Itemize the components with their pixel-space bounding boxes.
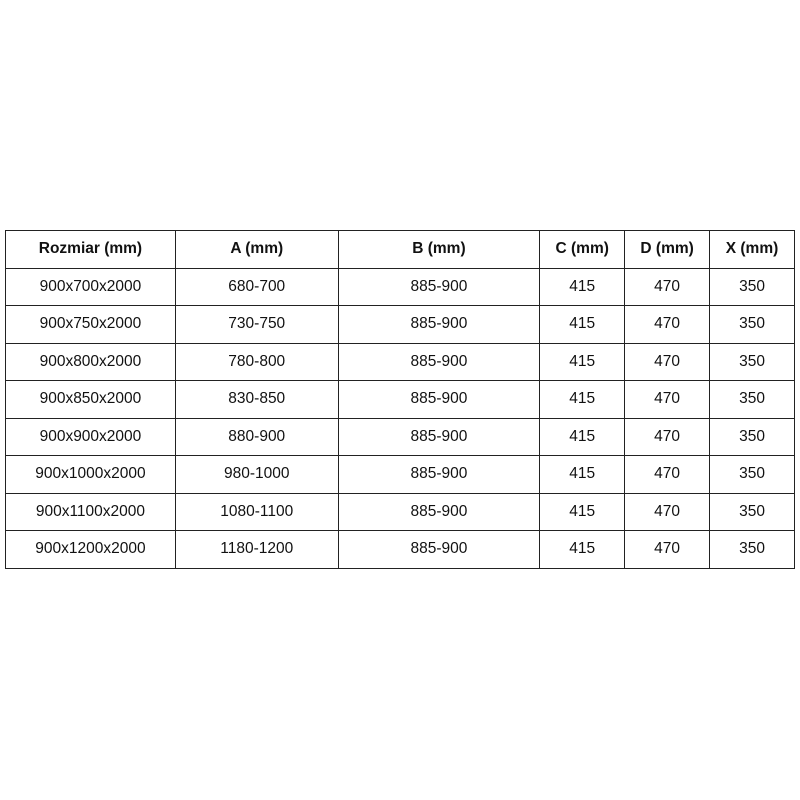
table-cell: 350 [709, 305, 795, 344]
table-cell: 350 [709, 342, 795, 381]
table-cell: 830-850 [174, 380, 339, 419]
table-cell: 880-900 [174, 417, 339, 456]
table-cell: 1180-1200 [174, 530, 339, 569]
table-header-row: Rozmiar (mm) A (mm) B (mm) C (mm) D (mm) X (m… [5, 230, 795, 269]
table-cell: 415 [539, 455, 626, 494]
table-cell: 900x1100x2000 [5, 492, 176, 531]
table-cell: 900x800x2000 [5, 342, 176, 381]
table-cell: 900x750x2000 [5, 305, 176, 344]
table-cell: 470 [624, 380, 711, 419]
table-cell: 470 [624, 342, 711, 381]
table-cell: 350 [709, 417, 795, 456]
table-cell: 415 [539, 305, 626, 344]
column-header: C (mm) [539, 230, 626, 269]
table-cell: 1080-1100 [174, 492, 339, 531]
table-cell: 900x700x2000 [5, 267, 176, 306]
table-cell: 470 [624, 492, 711, 531]
table-cell: 415 [539, 267, 626, 306]
table-cell: 470 [624, 530, 711, 569]
table-cell: 415 [539, 342, 626, 381]
table-row: 900x1000x2000 980-1000 885-900 415 470 350 [5, 455, 795, 494]
table-cell: 885-900 [337, 380, 541, 419]
column-header: D (mm) [624, 230, 711, 269]
column-header: B (mm) [337, 230, 541, 269]
table-cell: 885-900 [337, 530, 541, 569]
table-cell: 885-900 [337, 305, 541, 344]
table-cell: 980-1000 [174, 455, 339, 494]
table-row: 900x1200x2000 1180-1200 885-900 415 470 350 [5, 530, 795, 569]
table-cell: 885-900 [337, 342, 541, 381]
table-cell: 900x1000x2000 [5, 455, 176, 494]
column-header: Rozmiar (mm) [5, 230, 176, 269]
table-cell: 780-800 [174, 342, 339, 381]
table-row: 900x850x2000 830-850 885-900 415 470 350 [5, 380, 795, 419]
table-cell: 415 [539, 417, 626, 456]
table-cell: 680-700 [174, 267, 339, 306]
table-cell: 470 [624, 455, 711, 494]
table-cell: 885-900 [337, 492, 541, 531]
column-header: X (mm) [709, 230, 795, 269]
table-row: 900x750x2000 730-750 885-900 415 470 350 [5, 305, 795, 344]
table-cell: 350 [709, 455, 795, 494]
table-cell: 350 [709, 492, 795, 531]
table-cell: 900x850x2000 [5, 380, 176, 419]
table-row: 900x800x2000 780-800 885-900 415 470 350 [5, 342, 795, 381]
table-cell: 900x900x2000 [5, 417, 176, 456]
table-cell: 350 [709, 530, 795, 569]
table-cell: 350 [709, 267, 795, 306]
table-cell: 730-750 [174, 305, 339, 344]
dimensions-table: Rozmiar (mm) A (mm) B (mm) C (mm) D (mm) X (m… [5, 230, 795, 569]
table-cell: 470 [624, 417, 711, 456]
table-row: 900x900x2000 880-900 885-900 415 470 350 [5, 417, 795, 456]
table-cell: 350 [709, 380, 795, 419]
table-cell: 470 [624, 305, 711, 344]
table-cell: 900x1200x2000 [5, 530, 176, 569]
table-row: 900x700x2000 680-700 885-900 415 470 350 [5, 267, 795, 306]
table-cell: 885-900 [337, 455, 541, 494]
table-cell: 470 [624, 267, 711, 306]
table-cell: 415 [539, 530, 626, 569]
table-cell: 415 [539, 380, 626, 419]
table-cell: 885-900 [337, 267, 541, 306]
table-row: 900x1100x2000 1080-1100 885-900 415 470 350 [5, 492, 795, 531]
table-cell: 415 [539, 492, 626, 531]
table-cell: 885-900 [337, 417, 541, 456]
column-header: A (mm) [174, 230, 339, 269]
